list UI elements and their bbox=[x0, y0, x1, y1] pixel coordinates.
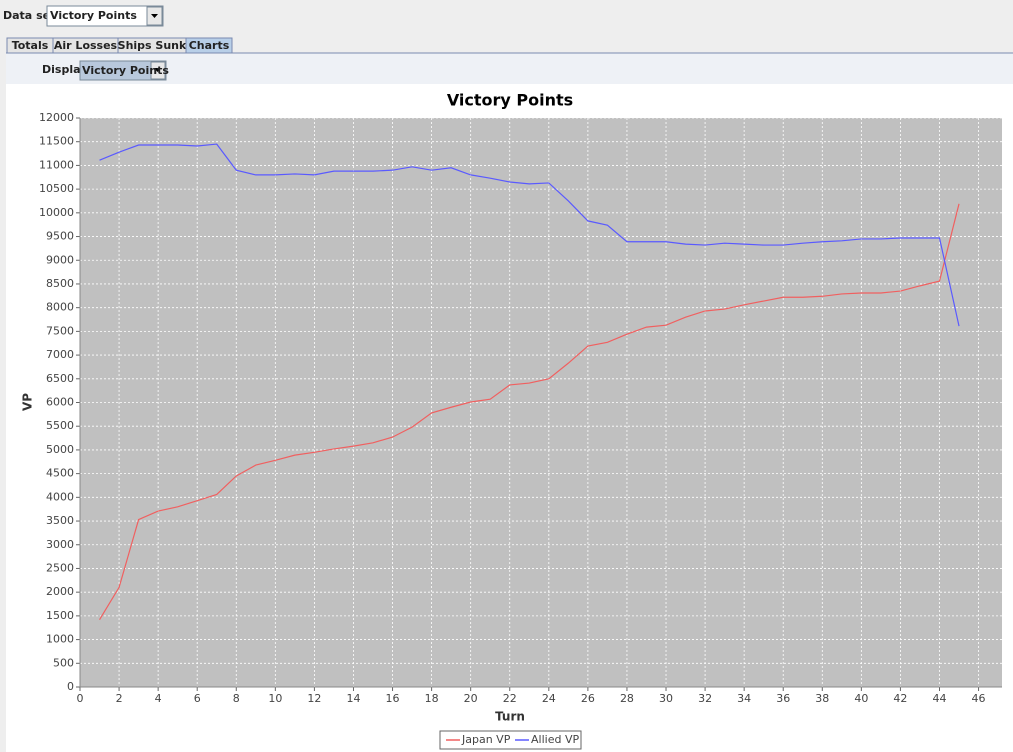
tab[interactable]: Totals bbox=[6, 37, 54, 54]
x-tick-label: 46 bbox=[972, 692, 986, 705]
x-tick-label: 18 bbox=[425, 692, 439, 705]
y-tick-label: 3500 bbox=[46, 514, 74, 527]
y-tick-label: 12000 bbox=[39, 111, 74, 124]
panel bbox=[6, 53, 1013, 84]
legend-label: Allied VP bbox=[531, 733, 579, 746]
combo-arrow bbox=[154, 68, 161, 72]
tab-label: Ships Sunk bbox=[118, 39, 187, 52]
x-tick-label: 32 bbox=[698, 692, 712, 705]
y-tick-label: 11500 bbox=[39, 135, 74, 148]
x-tick-label: 0 bbox=[77, 692, 84, 705]
tab[interactable]: Ships Sunk bbox=[117, 37, 187, 54]
x-tick-label: 28 bbox=[620, 692, 634, 705]
legend-box bbox=[439, 730, 582, 750]
y-tick-label: 5500 bbox=[46, 419, 74, 432]
x-tick-label: 40 bbox=[854, 692, 868, 705]
x-tick-label: 16 bbox=[386, 692, 400, 705]
tab[interactable]: Air Losses bbox=[52, 37, 119, 54]
y-tick-label: 8000 bbox=[46, 301, 74, 314]
y-tick-label: 1500 bbox=[46, 609, 74, 622]
tab-label: Air Losses bbox=[54, 39, 118, 52]
tab-label: Totals bbox=[12, 39, 49, 52]
x-tick-label: 6 bbox=[194, 692, 201, 705]
x-tick-label: 44 bbox=[932, 692, 946, 705]
y-tick-label: 2500 bbox=[46, 561, 74, 574]
y-tick-label: 1000 bbox=[46, 633, 74, 646]
y-tick-label: 9500 bbox=[46, 230, 74, 243]
y-tick-label: 6500 bbox=[46, 372, 74, 385]
x-tick-label: 20 bbox=[464, 692, 478, 705]
tab-label: Charts bbox=[189, 39, 230, 52]
y-tick-label: 500 bbox=[53, 656, 74, 669]
y-tick-label: 8500 bbox=[46, 277, 74, 290]
legend-label: Japan VP bbox=[461, 733, 511, 746]
y-tick-label: 5000 bbox=[46, 443, 74, 456]
y-axis-label: VP bbox=[21, 393, 35, 411]
x-tick-label: 38 bbox=[815, 692, 829, 705]
x-tick-label: 36 bbox=[776, 692, 790, 705]
x-tick-label: 22 bbox=[503, 692, 517, 705]
x-axis-label: Turn bbox=[495, 710, 525, 724]
x-tick-label: 8 bbox=[233, 692, 240, 705]
tab-bar: Totals Air Losses Ships Sunk Charts bbox=[6, 37, 233, 54]
y-tick-label: 2000 bbox=[46, 585, 74, 598]
combo-value: Victory Points bbox=[50, 9, 137, 22]
chart-title: Victory Points bbox=[447, 91, 573, 110]
data-line bbox=[99, 203, 960, 620]
data-set-label: Data set: bbox=[3, 9, 60, 22]
x-tick-label: 2 bbox=[116, 692, 123, 705]
y-tick-label: 10000 bbox=[39, 206, 74, 219]
y-tick-label: 7500 bbox=[46, 324, 74, 337]
x-tick-label: 24 bbox=[542, 692, 556, 705]
x-tick-label: 30 bbox=[659, 692, 673, 705]
y-tick-label: 9000 bbox=[46, 253, 74, 266]
combo-arrow bbox=[151, 14, 158, 18]
x-tick-label: 14 bbox=[346, 692, 360, 705]
x-tick-label: 12 bbox=[307, 692, 321, 705]
y-tick-label: 0 bbox=[67, 680, 74, 693]
combo-box bbox=[79, 60, 167, 81]
data-line bbox=[99, 143, 960, 327]
x-tick-label: 42 bbox=[893, 692, 907, 705]
data-set-combo[interactable]: Victory Points bbox=[46, 5, 164, 27]
x-tick-label: 26 bbox=[581, 692, 595, 705]
y-tick-label: 6000 bbox=[46, 396, 74, 409]
y-tick-label: 10500 bbox=[39, 182, 74, 195]
display-label: Display: bbox=[42, 63, 92, 76]
x-tick-label: 34 bbox=[737, 692, 751, 705]
y-tick-label: 7000 bbox=[46, 348, 74, 361]
y-tick-label: 4000 bbox=[46, 490, 74, 503]
x-tick-label: 4 bbox=[155, 692, 162, 705]
x-tick-label: 10 bbox=[268, 692, 282, 705]
tab[interactable]: Charts bbox=[185, 37, 233, 54]
y-tick-label: 11000 bbox=[39, 158, 74, 171]
y-tick-label: 4500 bbox=[46, 467, 74, 480]
y-tick-label: 3000 bbox=[46, 538, 74, 551]
display-combo[interactable]: Victory Points bbox=[79, 60, 169, 81]
combo-box bbox=[46, 5, 164, 27]
combo-value: Victory Points bbox=[82, 64, 169, 77]
